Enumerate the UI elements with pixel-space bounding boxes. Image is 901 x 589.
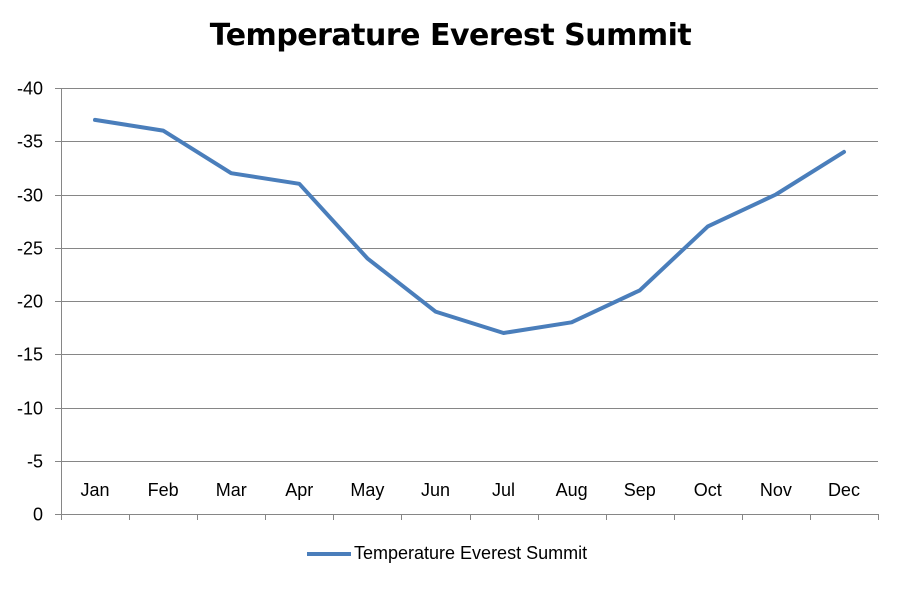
gridlines	[61, 88, 878, 462]
legend-label: Temperature Everest Summit	[354, 543, 588, 563]
x-tick-label: May	[350, 480, 384, 500]
y-tick-label: -10	[17, 399, 43, 419]
y-tick-label: -25	[17, 239, 43, 259]
chart-title: Temperature Everest Summit	[209, 18, 692, 53]
y-tick-label: -5	[27, 452, 43, 472]
x-tick-label: Mar	[216, 480, 247, 500]
y-tick-label: 0	[33, 505, 43, 525]
y-tick-label: -15	[17, 345, 43, 365]
x-tick-label: Nov	[760, 480, 792, 500]
x-tick-label: Oct	[694, 480, 722, 500]
x-tick-label: Apr	[285, 480, 313, 500]
axes	[55, 88, 879, 520]
legend: Temperature Everest Summit	[307, 543, 587, 564]
legend-swatch	[307, 551, 351, 556]
series-line	[93, 117, 846, 335]
y-tick-label: -40	[17, 79, 43, 99]
x-tick-label: Sep	[624, 480, 656, 500]
x-tick-label: Jun	[421, 480, 450, 500]
y-axis-tick-labels: 0 -5 -10 -15 -20 -25 -30 -35 -40	[17, 79, 43, 525]
x-axis-tick-labels: Jan Feb Mar Apr May Jun Jul Aug Sep Oct Nov Dec	[81, 480, 860, 500]
x-tick-label: Aug	[556, 480, 588, 500]
x-tick-label: Jul	[492, 480, 515, 500]
x-tick-label: Feb	[148, 480, 179, 500]
y-tick-label: -20	[17, 292, 43, 312]
series-group	[93, 117, 846, 335]
x-tick-label: Dec	[828, 480, 860, 500]
y-tick-label: -35	[17, 132, 43, 152]
y-tick-label: -30	[17, 186, 43, 206]
x-tick-label: Jan	[81, 480, 110, 500]
